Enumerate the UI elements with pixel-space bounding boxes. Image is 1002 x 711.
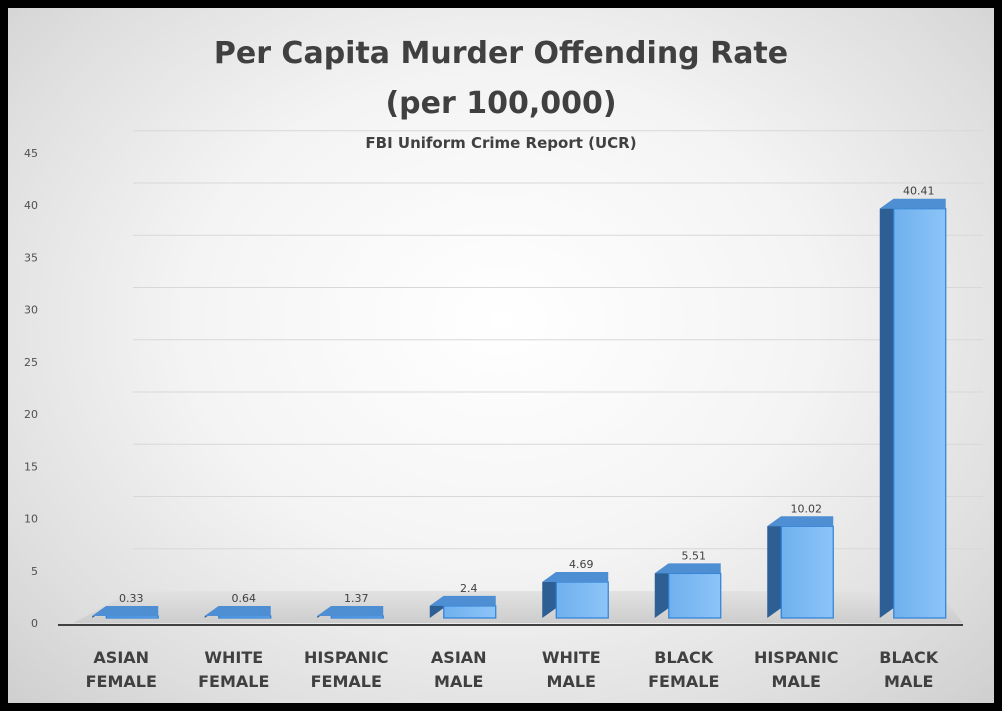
bar-top — [429, 595, 496, 606]
x-tick-label: WHITE — [542, 648, 601, 667]
x-tick-label: FEMALE — [198, 672, 269, 691]
data-label: 1.37 — [344, 592, 369, 605]
y-tick-label: 30 — [24, 304, 38, 317]
bar-side — [542, 571, 557, 618]
x-tick-label: MALE — [884, 672, 933, 691]
bar — [893, 208, 947, 619]
x-tick-label: WHITE — [204, 648, 263, 667]
bar — [330, 615, 384, 619]
bar — [105, 615, 159, 619]
data-label: 2.4 — [460, 582, 478, 595]
bar — [218, 615, 272, 619]
x-tick-label: MALE — [547, 672, 596, 691]
data-label: 40.41 — [903, 185, 935, 198]
x-tick-label: BLACK — [654, 648, 714, 667]
chart-title-line2: (per 100,000) — [385, 86, 617, 121]
bar-side — [767, 516, 782, 618]
data-label: 5.51 — [682, 549, 707, 562]
bar-top — [654, 563, 721, 574]
x-tick-label: MALE — [434, 672, 483, 691]
x-tick-label: BLACK — [879, 648, 939, 667]
data-label: 4.69 — [569, 558, 594, 571]
y-tick-label: 10 — [24, 513, 38, 526]
y-tick-label: 5 — [31, 565, 38, 578]
y-tick-label: 35 — [24, 251, 38, 264]
bar-side — [879, 198, 894, 618]
x-tick-label: HISPANIC — [754, 648, 839, 667]
bar-top — [204, 606, 271, 616]
y-tick-label: 0 — [31, 617, 38, 630]
bar-side — [654, 563, 669, 618]
x-tick-label: ASIAN — [431, 648, 487, 667]
bar-top — [879, 198, 946, 209]
y-tick-label: 25 — [24, 356, 38, 369]
chart-title: Per Capita Murder Offending Rate — [213, 36, 789, 71]
y-tick-label: 20 — [24, 408, 38, 421]
bar-chart-plot: 0 5 10 15 20 25 30 35 40 45 0.33 ASIAN FEMALE 0.64 WHI… — [24, 130, 983, 691]
y-tick-label: 40 — [24, 199, 38, 212]
chart-frame: Per Capita Murder Offending Rate (per 10… — [8, 8, 994, 703]
x-tick-label: FEMALE — [86, 672, 157, 691]
x-tick-label: MALE — [772, 672, 821, 691]
data-label: 10.02 — [791, 502, 823, 515]
bar — [780, 525, 834, 619]
y-tick-label: 15 — [24, 460, 38, 473]
chart-floor — [73, 591, 963, 623]
bar — [555, 581, 609, 619]
x-tick-label: FEMALE — [648, 672, 719, 691]
bar-top — [92, 606, 159, 616]
chart-subtitle: FBI Uniform Crime Report (UCR) — [365, 134, 637, 152]
bar-top — [317, 606, 384, 616]
bar — [443, 605, 497, 619]
bar-top — [542, 571, 609, 582]
data-label: 0.64 — [232, 592, 257, 605]
x-tick-label: ASIAN — [93, 648, 149, 667]
x-tick-label: FEMALE — [311, 672, 382, 691]
bar-top — [767, 516, 834, 527]
bar — [668, 572, 722, 619]
data-label: 0.33 — [119, 592, 144, 605]
y-tick-label: 45 — [24, 147, 38, 160]
x-tick-label: HISPANIC — [304, 648, 389, 667]
